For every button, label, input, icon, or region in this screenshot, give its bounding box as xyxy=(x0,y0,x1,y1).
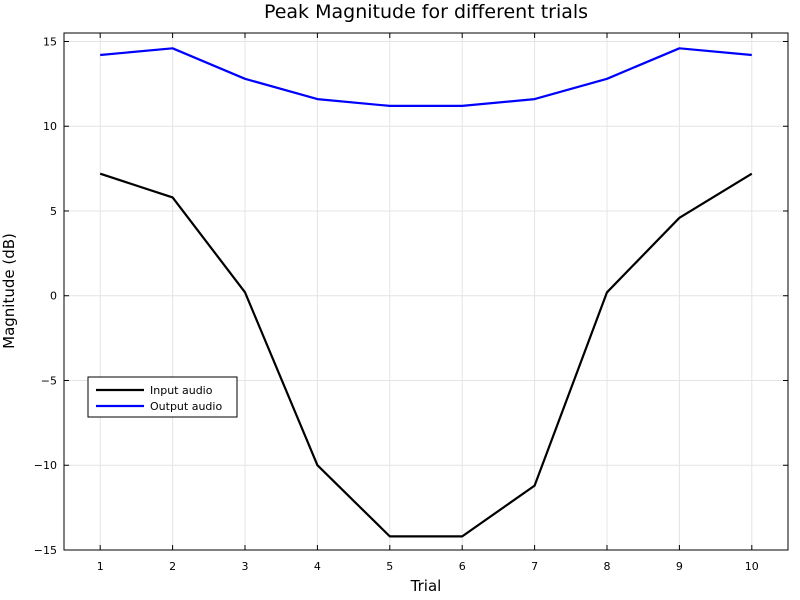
x-tick-label: 9 xyxy=(676,560,683,573)
y-tick-label: −5 xyxy=(41,374,57,387)
x-tick-label: 5 xyxy=(386,560,393,573)
x-tick-label: 4 xyxy=(314,560,321,573)
x-axis-title: Trial xyxy=(410,577,442,595)
series-line-output-audio xyxy=(100,47,752,108)
legend-label: Output audio xyxy=(150,400,222,413)
x-tick-label: 6 xyxy=(459,560,466,573)
plot-frame xyxy=(63,32,789,551)
plot-area xyxy=(99,47,753,538)
x-tick-label: 7 xyxy=(531,560,538,573)
x-tick-label: 2 xyxy=(169,560,176,573)
x-tick-label: 1 xyxy=(97,560,104,573)
y-tick-label: −15 xyxy=(34,544,57,557)
x-tick-label: 3 xyxy=(242,560,249,573)
legend-label: Input audio xyxy=(150,384,213,397)
axes xyxy=(63,32,789,551)
y-tick-label: 10 xyxy=(43,120,57,133)
y-tick-label: 15 xyxy=(43,35,57,48)
y-axis-title: Magnitude (dB) xyxy=(0,233,18,349)
y-tick-label: 0 xyxy=(50,290,57,303)
y-tick-label: 5 xyxy=(50,205,57,218)
x-tick-label: 8 xyxy=(604,560,611,573)
series-line-input-audio xyxy=(99,172,753,538)
legend-box xyxy=(87,376,238,418)
tick-labels: 1 2 3 4 5 6 7 8 9 10 −15 −10 −5 0 5 10 15 xyxy=(34,33,788,573)
legend: Input audio Output audio xyxy=(87,376,238,418)
y-tick-label: −10 xyxy=(34,459,57,472)
chart-title: Peak Magnitude for different trials xyxy=(264,1,588,23)
x-tick-label: 10 xyxy=(745,560,759,573)
